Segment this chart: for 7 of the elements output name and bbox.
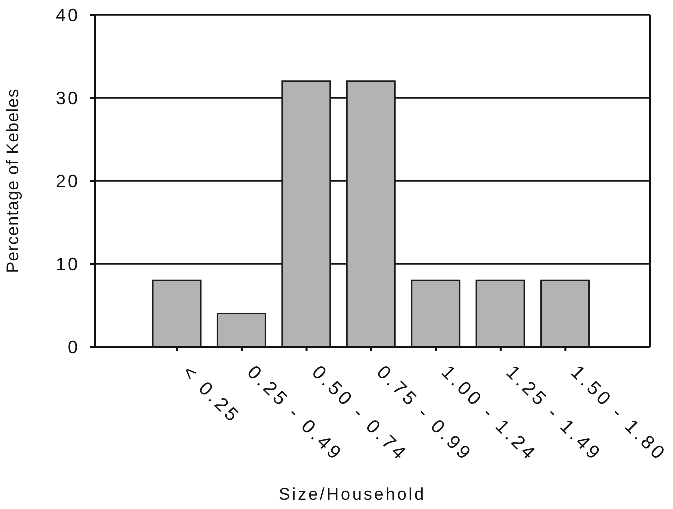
x-axis-title: Size/Household (278, 485, 426, 504)
y-tick-label: 30 (56, 88, 80, 108)
y-tick-label: 0 (68, 337, 80, 358)
y-tick-label: 20 (56, 171, 80, 192)
y-axis-title: Percentage of Kebeles (4, 88, 22, 274)
y-tick-label: 40 (56, 5, 80, 26)
y-tick-label: 10 (56, 254, 80, 274)
